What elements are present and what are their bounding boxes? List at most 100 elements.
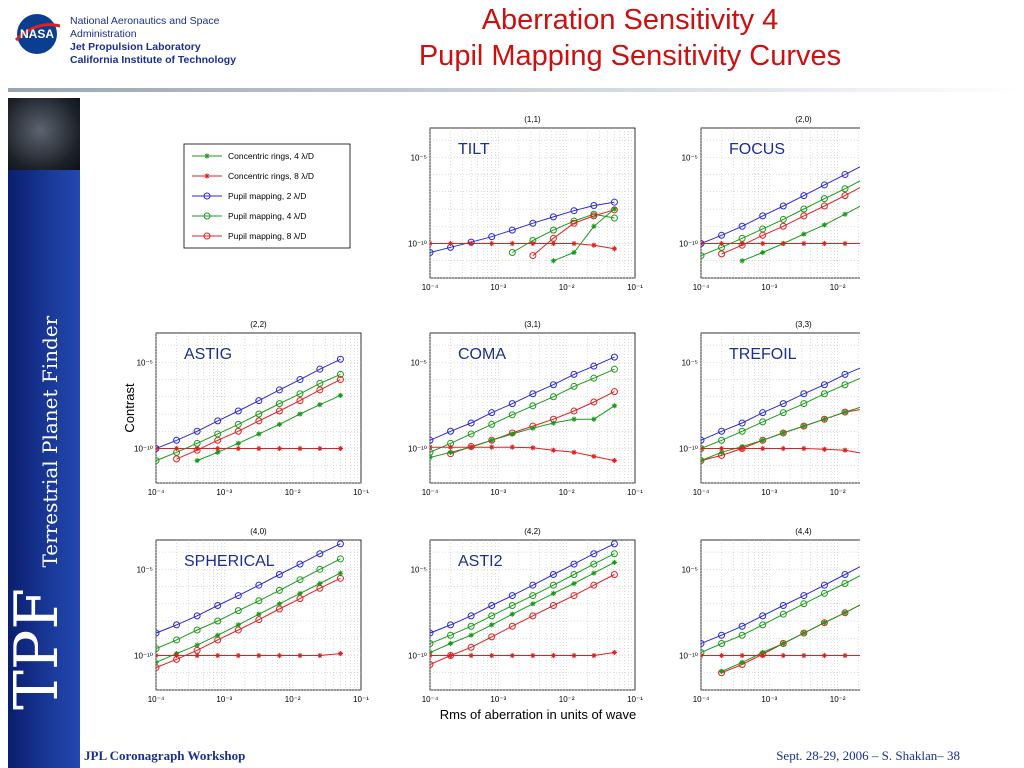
data-point-cr4 [760, 649, 766, 656]
data-point-pm4 [590, 560, 598, 568]
data-point-pm4 [296, 390, 304, 398]
data-point-cr8 [530, 445, 536, 451]
footer-date-author: Sept. 28-29, 2006 – S. Shaklan– 38 [776, 748, 960, 763]
data-point-pm2 [508, 592, 516, 600]
data-point-pm8 [610, 571, 618, 579]
data-point-pm4 [570, 217, 578, 225]
data-point-pm8 [701, 457, 705, 465]
data-point-cr8 [760, 240, 766, 247]
legend-marker [204, 153, 210, 159]
data-point-cr8 [235, 445, 241, 452]
data-point-pm8 [296, 397, 304, 405]
data-point-cr8 [591, 652, 597, 659]
data-point-pm2 [488, 233, 496, 241]
data-point-pm2 [234, 407, 242, 415]
data-point-cr8 [821, 652, 828, 659]
data-point-pm8 [841, 609, 849, 617]
data-point-cr8 [611, 246, 618, 252]
x-tick-label: 10⁻¹ [353, 695, 369, 704]
data-point-pm2 [779, 202, 787, 210]
brand-fullname: Terrestrial Planet Finder [38, 315, 62, 568]
data-point-cr4 [215, 632, 221, 638]
data-point-pm4 [255, 410, 263, 418]
data-point-cr4 [550, 590, 557, 597]
subplot-1: 10⁻⁴ 10⁻³ 10⁻² 10⁻¹ 10⁻⁵ 10⁻¹⁰ (1,1) TILT [408, 115, 643, 292]
data-point-cr4 [701, 457, 704, 464]
legend-marker [203, 192, 211, 200]
data-point-pm8 [570, 592, 578, 600]
series-line-pm4 [701, 575, 860, 653]
data-point-cr4 [317, 402, 323, 408]
data-point-cr8 [780, 240, 786, 247]
x-tick-label: 10⁻² [285, 488, 301, 497]
data-point-cr8 [447, 240, 454, 247]
nasa-logo: NASA [14, 14, 61, 54]
data-point-cr8 [468, 444, 474, 450]
x-tick-label: 10⁻⁴ [693, 488, 710, 497]
data-point-pm2 [193, 427, 201, 435]
aberration-label: TILT [458, 141, 490, 158]
data-point-pm4 [173, 636, 181, 644]
series-group [156, 540, 344, 672]
y-tick-label: 10⁻¹⁰ [134, 445, 153, 454]
data-point-cr8 [571, 449, 577, 455]
series-group [156, 355, 344, 465]
series-line-cr4 [553, 208, 615, 262]
series-line-pm8 [721, 186, 860, 255]
data-point-cr8 [591, 242, 597, 248]
data-point-cr8 [701, 652, 704, 659]
y-tick-label: 10⁻¹⁰ [134, 652, 153, 661]
series-group [701, 566, 860, 677]
data-point-cr4 [611, 403, 618, 409]
data-point-pm2 [508, 400, 516, 408]
x-tick-label: 10⁻³ [761, 283, 777, 292]
data-point-cr8 [447, 444, 454, 450]
org-line-2: Administration [70, 28, 137, 40]
data-point-cr8 [430, 652, 433, 659]
data-point-cr4 [468, 632, 474, 638]
data-point-pm4 [759, 418, 767, 426]
data-point-pm4 [590, 374, 598, 382]
series-line-pm4 [430, 553, 615, 644]
series-line-cr8 [701, 655, 860, 656]
data-point-pm2 [841, 571, 849, 579]
series-line-cr8 [430, 446, 615, 462]
data-point-cr4 [297, 411, 303, 417]
data-point-pm2 [701, 639, 705, 647]
data-point-pm2 [549, 571, 557, 579]
data-point-pm2 [820, 181, 828, 189]
subplot-2: 10⁻⁴10⁻³10⁻²10⁻¹10⁻⁵10⁻¹⁰(2,0)FOCUS [679, 115, 860, 292]
data-point-pm8 [173, 455, 181, 463]
data-point-pm4 [156, 457, 160, 465]
data-point-pm8 [590, 212, 598, 220]
data-point-pm2 [549, 213, 557, 221]
legend-marker [203, 232, 211, 240]
series-line-pm2 [430, 201, 615, 253]
data-point-cr8 [489, 240, 495, 247]
x-tick-label: 10⁻⁴ [422, 695, 439, 704]
x-tick-label: 10⁻² [830, 695, 846, 704]
data-point-pm8 [779, 222, 787, 230]
data-point-cr4 [611, 559, 618, 566]
subplot-title: (4,4) [795, 527, 812, 536]
data-point-pm2 [508, 226, 516, 234]
series-line-pm4 [156, 558, 341, 650]
data-point-cr4 [611, 206, 618, 212]
data-point-cr8 [194, 445, 200, 452]
data-point-cr8 [739, 445, 745, 452]
data-point-cr8 [530, 240, 536, 247]
data-point-pm4 [701, 252, 705, 260]
data-point-pm2 [590, 362, 598, 370]
y-tick-label: 10⁻⁵ [682, 153, 698, 162]
data-point-cr4 [337, 392, 344, 399]
x-tick-label: 10⁻³ [761, 488, 777, 497]
data-point-pm4 [467, 430, 475, 438]
data-point-cr8 [821, 446, 828, 452]
subplot-title: (2,2) [250, 320, 267, 329]
y-tick-label: 10⁻¹⁰ [679, 652, 698, 661]
data-point-cr8 [591, 453, 597, 459]
data-point-cr8 [337, 650, 344, 657]
data-point-pm2 [570, 207, 578, 215]
data-point-pm8 [156, 664, 160, 672]
series-line-cr4 [430, 405, 615, 458]
